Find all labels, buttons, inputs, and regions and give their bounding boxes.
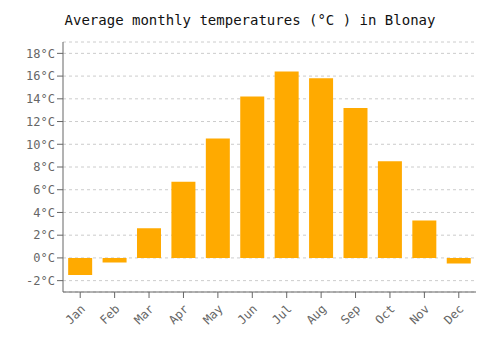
svg-text:6°C: 6°C <box>33 183 55 197</box>
svg-text:May: May <box>200 302 225 327</box>
svg-text:18°C: 18°C <box>26 47 55 61</box>
svg-text:Feb: Feb <box>97 302 122 327</box>
svg-text:4°C: 4°C <box>33 206 55 220</box>
svg-text:12°C: 12°C <box>26 115 55 129</box>
svg-text:8°C: 8°C <box>33 160 55 174</box>
svg-text:2°C: 2°C <box>33 228 55 242</box>
html-text:Average monthly temperatures (: Average monthly temperatures (°C ) in Bl… <box>64 12 436 28</box>
svg-text:Mar: Mar <box>132 302 157 327</box>
svg-text:Jul: Jul <box>269 302 294 327</box>
svg-text:Nov: Nov <box>407 302 432 327</box>
svg-text:16°C: 16°C <box>26 69 55 83</box>
svg-text:Oct: Oct <box>373 302 398 327</box>
svg-text:Apr: Apr <box>166 302 191 327</box>
svg-text:10°C: 10°C <box>26 138 55 152</box>
svg-text:0°C: 0°C <box>33 251 55 265</box>
svg-text:Sep: Sep <box>338 302 363 327</box>
svg-text:-2°C: -2°C <box>26 274 55 288</box>
svg-text:Jun: Jun <box>235 302 260 327</box>
svg-text:Dec: Dec <box>441 302 466 327</box>
svg-text:14°C: 14°C <box>26 92 55 106</box>
svg-text:Jan: Jan <box>63 302 88 327</box>
svg-text:Aug: Aug <box>304 302 329 327</box>
